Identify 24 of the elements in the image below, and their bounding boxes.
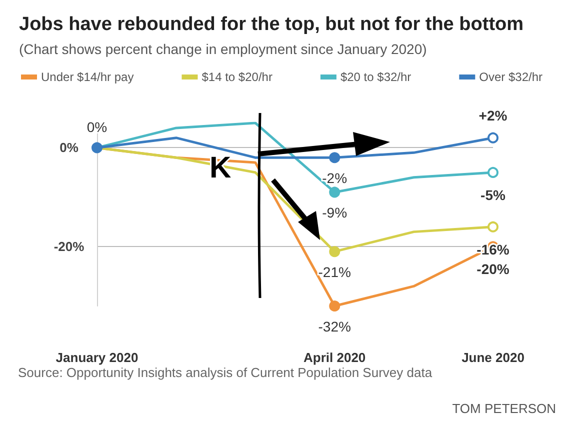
legend-label: $20 to $32/hr <box>340 70 412 84</box>
point <box>92 142 102 154</box>
chart-title: Jobs have rebounded for the top, but not for the bottom <box>19 14 524 35</box>
x-tick-label: June 2020 <box>462 350 524 365</box>
data-label: 0% <box>86 119 108 136</box>
source-note: Source: Opportunity Insights analysis of Current Population Survey data <box>18 365 433 380</box>
text: TOM PETERSON <box>452 401 556 416</box>
x-tick-label: April 2020 <box>304 350 366 365</box>
data-label: -20% <box>476 261 510 278</box>
point <box>329 300 340 312</box>
point <box>329 152 340 164</box>
data-label: -9% <box>322 204 348 221</box>
legend-label: $14 to $20/hr <box>202 70 272 84</box>
point <box>329 246 340 258</box>
data-label: +2% <box>478 107 508 124</box>
legend-label: Under $14/hr pay <box>41 70 134 84</box>
x-tick-label: January 2020 <box>56 350 138 365</box>
point <box>329 186 340 198</box>
data-label: -5% <box>480 186 506 203</box>
data-label: -2% <box>322 170 348 186</box>
legend-label: Over $32/hr <box>479 70 543 84</box>
chart-subtitle: (Chart shows percent change in employment since January 2020) <box>19 41 427 57</box>
data-label: -21% <box>318 264 351 280</box>
data-label: -32% <box>318 318 351 334</box>
